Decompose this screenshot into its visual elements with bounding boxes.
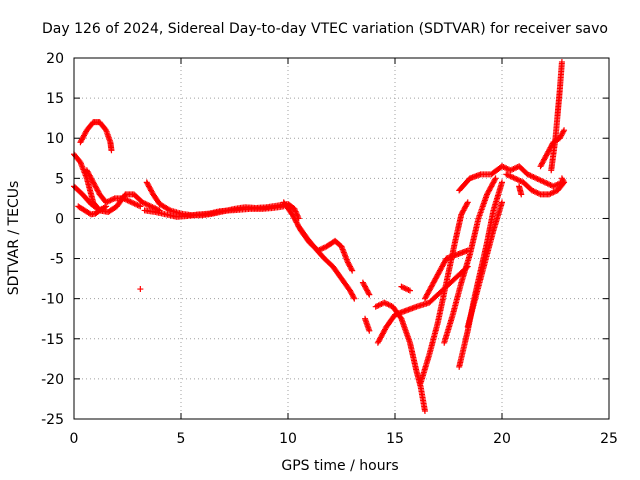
- y-tick-label: 0: [55, 211, 64, 227]
- data-point: [348, 266, 355, 273]
- series-arc-4: [75, 203, 105, 218]
- data-point: [560, 128, 567, 135]
- data-point: [137, 203, 144, 210]
- x-tick-label: 5: [177, 431, 186, 447]
- y-axis-label: SDTVAR / TECUs: [6, 181, 22, 296]
- y-tick-labels: -25 -20 -15 -10 -5 0 5 10 15 20: [41, 51, 64, 428]
- series-outlier: [137, 286, 144, 293]
- data-point: [366, 291, 373, 298]
- x-axis-label: GPS time / hours: [281, 458, 398, 474]
- series-arc-24: [548, 59, 565, 174]
- series-arc-2: [77, 119, 115, 154]
- data-point: [292, 207, 299, 214]
- data-point: [292, 208, 299, 215]
- data-point: [464, 199, 471, 206]
- series-arc-17: [441, 175, 499, 346]
- series-arc-22: [503, 171, 568, 198]
- data-point: [137, 286, 144, 293]
- series-arc-19: [464, 199, 505, 330]
- data-point: [406, 287, 413, 294]
- data-point: [98, 205, 105, 212]
- y-tick-label: 5: [55, 171, 64, 187]
- y-tick-label: -5: [50, 252, 64, 268]
- series-arc-10: [359, 279, 373, 298]
- data-point: [499, 199, 505, 206]
- plot-frame: [73, 57, 610, 420]
- data-point: [351, 295, 358, 302]
- x-tick-label: 20: [493, 431, 511, 447]
- series-arc-11: [362, 315, 373, 334]
- series-arc-15: [417, 199, 471, 386]
- series-arc-25: [516, 183, 525, 198]
- data-point: [97, 206, 104, 213]
- axis-ticks: [73, 57, 610, 420]
- series-arc-9: [295, 223, 358, 302]
- y-tick-label: -10: [41, 292, 64, 308]
- data-point: [559, 176, 566, 183]
- y-tick-label: -25: [41, 412, 64, 428]
- y-tick-label: 20: [46, 51, 64, 67]
- data-point: [558, 59, 565, 66]
- data-point: [349, 267, 356, 274]
- series-arc-8: [280, 199, 356, 274]
- data-point: [421, 407, 428, 414]
- data-point: [291, 205, 298, 212]
- data-point: [464, 200, 471, 207]
- data-point: [365, 290, 372, 297]
- data-point: [492, 175, 499, 182]
- data-point: [366, 327, 373, 334]
- y-tick-label: 10: [46, 131, 64, 147]
- chart-title: Day 126 of 2024, Sidereal Day-to-day VTE…: [42, 21, 608, 37]
- series-arc-5: [83, 167, 144, 210]
- grid-lines: [74, 58, 609, 419]
- data-point: [165, 206, 172, 213]
- series-arc-14: [398, 283, 413, 294]
- data-point: [558, 175, 565, 182]
- data-point: [518, 191, 525, 198]
- series-arc-20: [456, 163, 505, 194]
- x-tick-label: 15: [386, 431, 404, 447]
- x-tick-label: 10: [279, 431, 297, 447]
- x-tick-labels: 0 5 10 15 20 25: [70, 431, 618, 447]
- x-tick-label: 0: [70, 431, 79, 447]
- y-tick-label: -15: [41, 332, 64, 348]
- data-point: [561, 127, 568, 134]
- series-arc-3: [71, 183, 163, 216]
- data-point: [499, 179, 505, 186]
- data-point: [108, 147, 115, 154]
- data-marks: [71, 59, 568, 414]
- data-point: [350, 294, 357, 301]
- series-arc-12: [372, 299, 428, 414]
- y-tick-label: -20: [41, 372, 64, 388]
- y-tick-label: 15: [46, 91, 64, 107]
- x-tick-label: 25: [600, 431, 618, 447]
- series-arc-16: [421, 247, 471, 302]
- data-point: [491, 176, 498, 183]
